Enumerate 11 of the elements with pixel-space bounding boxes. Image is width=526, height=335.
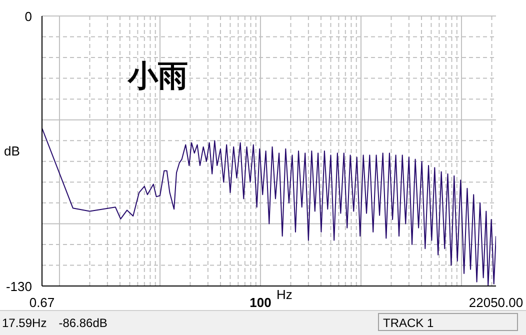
text: -86.86dB: [58, 316, 108, 330]
x-axis-title: Hz: [276, 287, 292, 302]
text: 小雨: [128, 58, 188, 96]
y-axis-title: dB: [4, 144, 20, 159]
text: 17.59Hz: [2, 316, 47, 330]
x-tick-label: 100: [250, 295, 272, 310]
text: TRACK 1: [378, 313, 518, 331]
x-tick-label: 22050.00: [468, 295, 524, 310]
y-tick-label: 0: [24, 9, 32, 24]
y-tick-label: -130: [6, 279, 32, 294]
x-tick-label: 0.67: [29, 295, 55, 310]
